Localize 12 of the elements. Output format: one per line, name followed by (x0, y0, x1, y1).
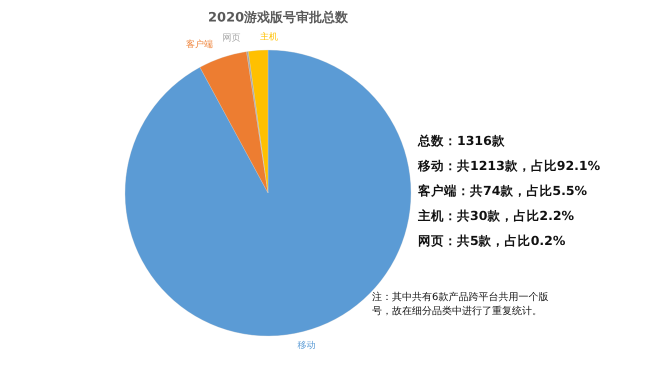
text: 移动：共1213款，占比92.1% (417, 158, 601, 173)
text: 客户端：共74款，占比5.5% (417, 183, 588, 198)
text: 注：其中共有6款产品跨平台共用一个版号，故在细分品类中进行了重复统计。 (372, 291, 548, 317)
text: 主机：共30款，占比2.2% (417, 208, 575, 223)
slice-label: 移动 (298, 340, 316, 352)
chart-title: 2020游戏版号审批总数 (208, 9, 350, 26)
text: 总数：1316款 (417, 133, 506, 148)
slice-label: 客户端 (186, 39, 214, 50)
slice-label: 网页 (222, 34, 240, 44)
text: 网页：共5款，占比0.2% (418, 233, 566, 248)
slice-label: 主机 (260, 31, 278, 42)
pie-slice (125, 50, 412, 336)
